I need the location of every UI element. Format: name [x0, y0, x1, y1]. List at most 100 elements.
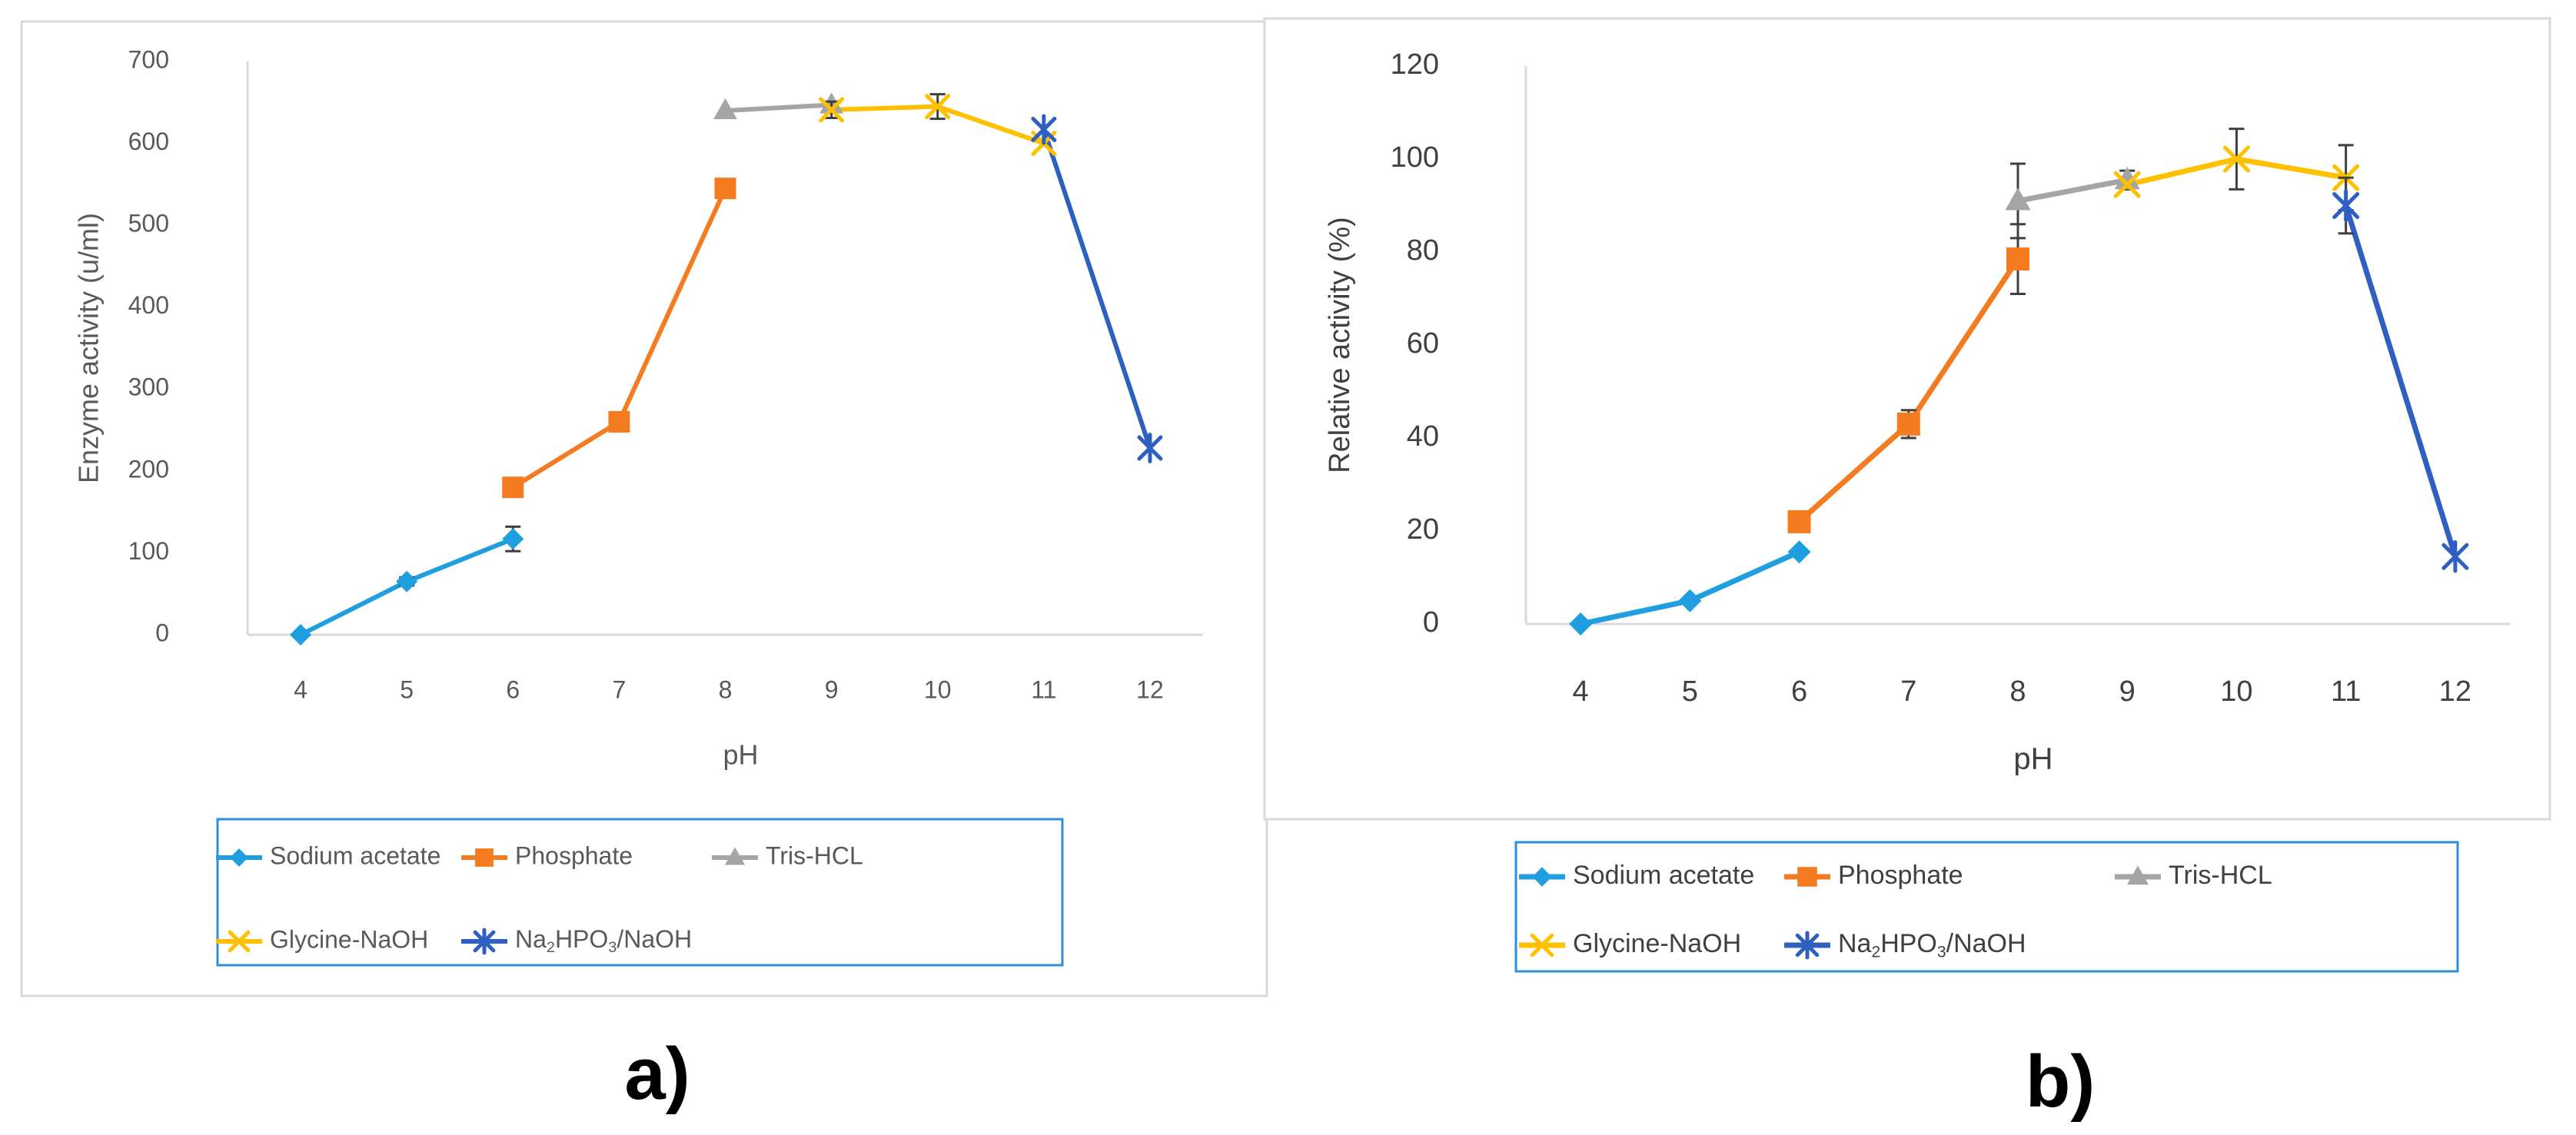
- legend-marker: [2126, 865, 2149, 885]
- data-point-glycine-naoh: [925, 94, 951, 120]
- data-point-na2hpo3-naoh: [2332, 189, 2360, 222]
- data-point-phosphate: [502, 476, 524, 499]
- x-tick-label: 7: [612, 675, 626, 703]
- legend-label: Tris-HCL: [2169, 861, 2272, 890]
- y-tick-label: 300: [128, 373, 169, 401]
- data-point-sodium-acetate: [502, 528, 524, 550]
- y-axis-label: Enzyme activity (u/ml): [73, 213, 105, 483]
- data-point-sodium-acetate: [1678, 589, 1702, 612]
- legend-marker: [473, 928, 496, 955]
- legend-item: Phosphate: [461, 841, 633, 869]
- legend-marker: [724, 847, 746, 865]
- chart-a: 0 100 200 300 400 500 600 700 4 5 6 7 8 9 10 11 12 Enzyme…: [73, 45, 1203, 1115]
- legend-item: Sodium acetate: [216, 841, 440, 869]
- x-tick-label: 12: [1136, 675, 1164, 703]
- x-tick-label: 11: [1031, 675, 1056, 703]
- x-tick-label: 11: [2331, 675, 2361, 708]
- y-tick-label: 0: [1423, 606, 1439, 639]
- legend-marker: [475, 848, 494, 867]
- x-tick-label: 8: [719, 675, 733, 703]
- legend-marker: [228, 930, 251, 953]
- legend-box: [216, 818, 1064, 967]
- data-point-phosphate: [1787, 509, 1811, 533]
- y-tick-label: 60: [1407, 327, 1439, 360]
- legend-box: [1514, 841, 2459, 973]
- legend-marker: [230, 848, 248, 867]
- x-tick-label: 8: [2009, 675, 2026, 708]
- data-point-sodium-acetate: [1569, 612, 1593, 636]
- x-tick-label: 10: [924, 675, 952, 703]
- data-point-phosphate: [1896, 412, 1920, 436]
- x-tick-label: 9: [2119, 675, 2136, 708]
- x-tick-label: 4: [294, 675, 307, 703]
- legend-marker: [1530, 933, 1554, 957]
- series-line-na2hpo3-naoh: [1041, 127, 1152, 451]
- x-tick-label: 7: [1900, 675, 1916, 708]
- data-point-tris-hcl: [2114, 166, 2140, 190]
- data-point-phosphate: [608, 410, 630, 433]
- x-tick-label: 6: [1791, 675, 1807, 708]
- data-point-na2hpo3-naoh: [1137, 433, 1163, 464]
- y-axis-label: Relative activity (%): [1324, 217, 1356, 473]
- legend-label: Sodium acetate: [270, 841, 440, 869]
- data-point-glycine-naoh: [2222, 145, 2250, 173]
- x-tick-label: 6: [506, 675, 520, 703]
- x-axis-label: pH: [2013, 742, 2052, 776]
- y-tick-label: 80: [1407, 234, 1439, 267]
- data-point-tris-hcl: [713, 98, 737, 120]
- panel-label: a): [624, 1033, 690, 1115]
- y-tick-label: 200: [128, 455, 169, 483]
- data-point-sodium-acetate: [396, 570, 418, 592]
- legend-label: Glycine-NaOH: [270, 925, 428, 953]
- legend-marker: [1797, 867, 1817, 887]
- legend-item: Na2HPO3/NaOH: [1784, 929, 2026, 961]
- y-tick-label: 400: [128, 291, 169, 319]
- series-line-tris-hcl: [2015, 177, 2130, 204]
- x-tick-label: 12: [2439, 675, 2471, 708]
- legend-item: Glycine-NaOH: [216, 925, 428, 953]
- legend-label: Phosphate: [1838, 861, 1963, 890]
- legend-label: Sodium acetate: [1573, 861, 1754, 890]
- data-point-glycine-naoh: [2113, 171, 2141, 198]
- legend-item: Glycine-NaOH: [1519, 929, 1741, 958]
- legend-label: Na2HPO3/NaOH: [1838, 929, 2026, 961]
- y-tick-label: 120: [1391, 48, 1439, 81]
- y-tick-label: 100: [1391, 141, 1439, 174]
- y-tick-label: 700: [128, 45, 169, 73]
- legend-item: Tris-HCL: [2115, 861, 2272, 890]
- legend-label: Glycine-NaOH: [1573, 929, 1741, 958]
- x-tick-label: 5: [400, 675, 414, 703]
- y-tick-label: 600: [128, 128, 169, 155]
- series-line-na2hpo3-naoh: [2343, 203, 2458, 559]
- data-point-phosphate: [714, 178, 736, 200]
- y-tick-label: 500: [128, 210, 169, 237]
- y-tick-label: 40: [1407, 420, 1439, 453]
- legend-item: Phosphate: [1784, 861, 1963, 890]
- y-tick-label: 100: [128, 537, 169, 565]
- legend-marker: [1795, 931, 1820, 960]
- data-point-sodium-acetate: [290, 624, 312, 645]
- x-tick-label: 10: [2220, 675, 2252, 708]
- data-point-na2hpo3-naoh: [1031, 114, 1057, 145]
- legend-item: Na2HPO3/NaOH: [461, 925, 692, 956]
- legend-item: Sodium acetate: [1519, 861, 1754, 890]
- legend-label: Tris-HCL: [766, 841, 863, 869]
- legend-marker: [1532, 867, 1552, 887]
- chart-b: 0 20 40 60 80 100 120 4 5 6 7 8 9 10 11 12 Relative acti…: [1324, 48, 2510, 1123]
- y-tick-label: 0: [155, 619, 169, 646]
- x-axis-label: pH: [723, 739, 758, 771]
- data-point-phosphate: [2006, 247, 2029, 271]
- legend-label: Phosphate: [515, 841, 633, 869]
- y-tick-label: 20: [1407, 513, 1439, 546]
- data-point-sodium-acetate: [1787, 540, 1811, 564]
- series-line-tris-hcl: [723, 102, 834, 113]
- data-point-glycine-naoh: [819, 97, 845, 123]
- x-tick-label: 9: [825, 675, 839, 703]
- data-point-tris-hcl: [2005, 188, 2031, 211]
- data-point-na2hpo3-naoh: [2441, 540, 2469, 573]
- legend-label: Na2HPO3/NaOH: [515, 925, 692, 956]
- panel-label: b): [2026, 1040, 2096, 1123]
- legend-item: Tris-HCL: [712, 841, 863, 869]
